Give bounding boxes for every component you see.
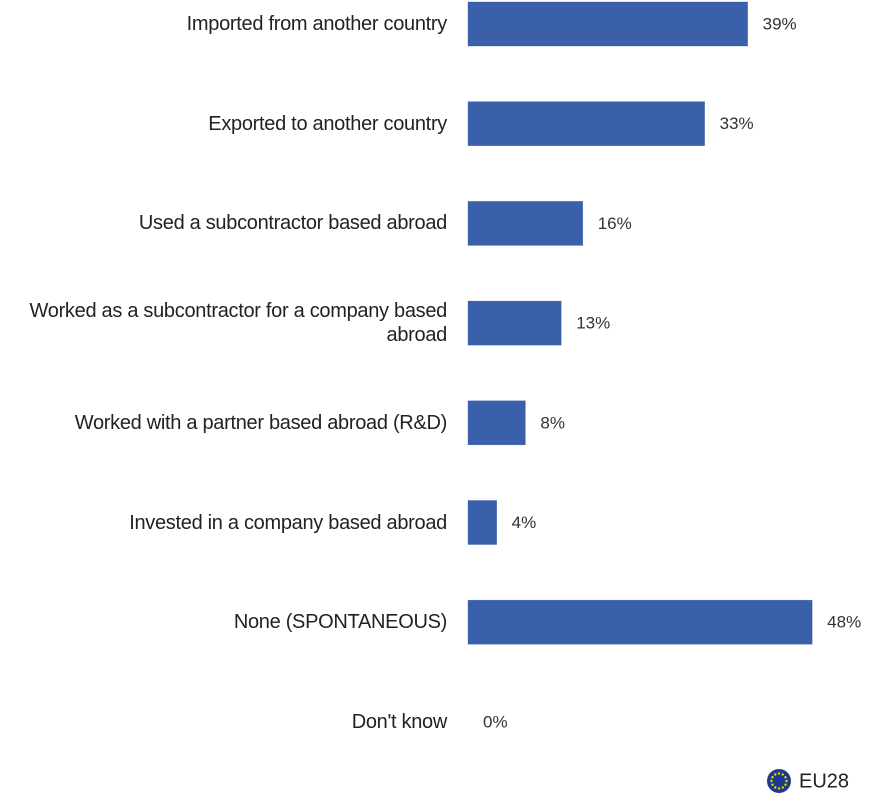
value-label: 0% — [483, 712, 508, 731]
legend-star — [771, 776, 774, 779]
bar — [467, 300, 562, 346]
bar — [467, 201, 584, 246]
legend-star — [785, 779, 788, 783]
legend-star — [774, 773, 777, 776]
value-label: 4% — [512, 513, 537, 532]
bar — [467, 599, 813, 645]
legend-star — [781, 786, 784, 789]
legend-star — [781, 773, 784, 776]
value-label: 13% — [576, 314, 610, 333]
category-label: Worked as a subcontractor for a company … — [29, 300, 448, 347]
category-label: Don't know — [351, 710, 448, 733]
category-label: Exported to another country — [208, 112, 447, 135]
category-label: Used a subcontractor based abroad — [138, 212, 447, 235]
legend-star — [784, 783, 787, 786]
bar — [467, 500, 497, 545]
bar — [467, 400, 526, 446]
value-label: 16% — [598, 214, 632, 233]
value-label: 48% — [827, 613, 861, 632]
value-label: 8% — [540, 413, 565, 432]
bar — [467, 101, 705, 146]
category-label: Imported from another country — [186, 13, 448, 35]
legend-star — [771, 783, 774, 786]
legend-label: EU28 — [799, 770, 849, 792]
legend-star — [777, 787, 781, 790]
bar — [467, 1, 748, 47]
legend-star — [784, 776, 787, 779]
value-label: 33% — [720, 114, 754, 133]
legend-icon — [767, 769, 791, 793]
legend: EU28 — [767, 769, 849, 793]
value-label: 39% — [763, 14, 797, 33]
legend-star — [770, 779, 773, 783]
category-label: Invested in a company based abroad — [129, 511, 447, 534]
category-label: Worked with a partner based abroad (R&D) — [74, 411, 448, 434]
category-label: None (SPONTANEOUS) — [233, 611, 447, 634]
legend-star — [777, 772, 781, 775]
legend-star — [774, 786, 777, 789]
